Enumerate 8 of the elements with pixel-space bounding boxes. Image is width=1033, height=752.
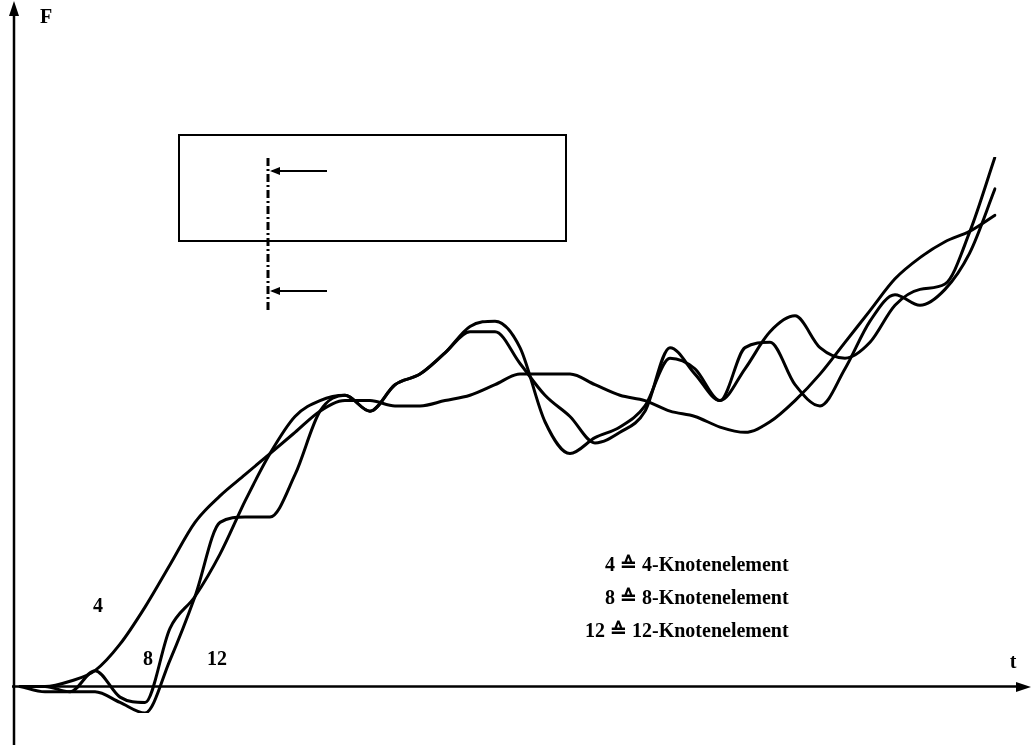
x-axis-title: t bbox=[1009, 649, 1017, 672]
series-label: 8 bbox=[143, 647, 153, 670]
text: F bbox=[40, 5, 53, 28]
series-label: 12 bbox=[207, 647, 227, 670]
annotation: 12 ≙ 12-Knotenelement bbox=[585, 618, 789, 643]
annotation: 8 ≙ 8-Knotenelement bbox=[604, 585, 789, 610]
annotation: 4 ≙ 4-Knotenelement bbox=[604, 552, 789, 577]
series-label: 4 bbox=[93, 594, 103, 617]
